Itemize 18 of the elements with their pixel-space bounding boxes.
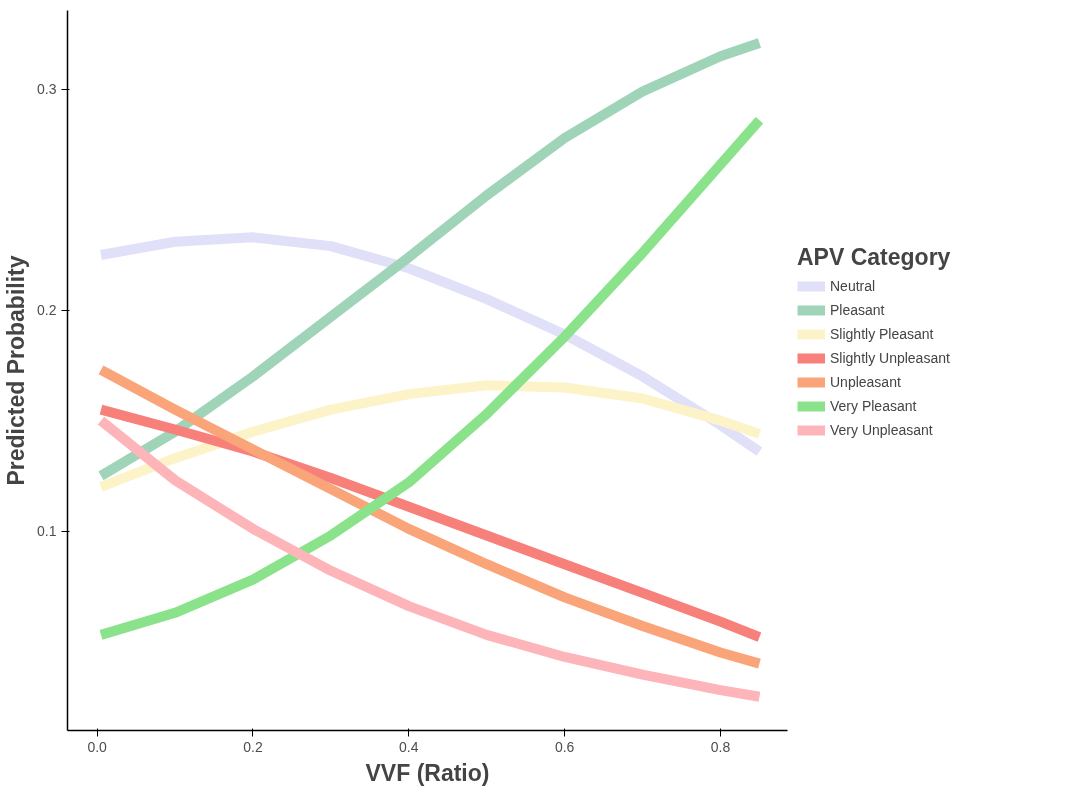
legend-label: Very Pleasant	[830, 397, 917, 416]
x-tick-label: 0.6	[554, 738, 575, 755]
x-tick-label: 0.0	[87, 738, 108, 755]
legend-title: APV Category	[797, 244, 951, 271]
x-tick-label: 0.2	[243, 738, 263, 755]
legend-label: Very Unpleasant	[830, 421, 933, 440]
legend-label: Neutral	[830, 277, 876, 296]
x-axis-title: VVF (Ratio)	[365, 759, 490, 786]
legend-label: Slightly Pleasant	[830, 325, 934, 344]
y-axis-title: Predicted Probability	[3, 255, 30, 486]
legend-label: Unpleasant	[830, 373, 901, 392]
x-tick-label: 0.8	[710, 738, 731, 755]
y-tick-label: 0.3	[37, 81, 57, 98]
legend-label: Slightly Unpleasant	[830, 349, 950, 368]
x-tick-label: 0.4	[399, 738, 419, 755]
y-tick-label: 0.2	[37, 302, 57, 319]
legend-label: Pleasant	[830, 301, 885, 320]
y-tick-label: 0.1	[37, 523, 57, 540]
